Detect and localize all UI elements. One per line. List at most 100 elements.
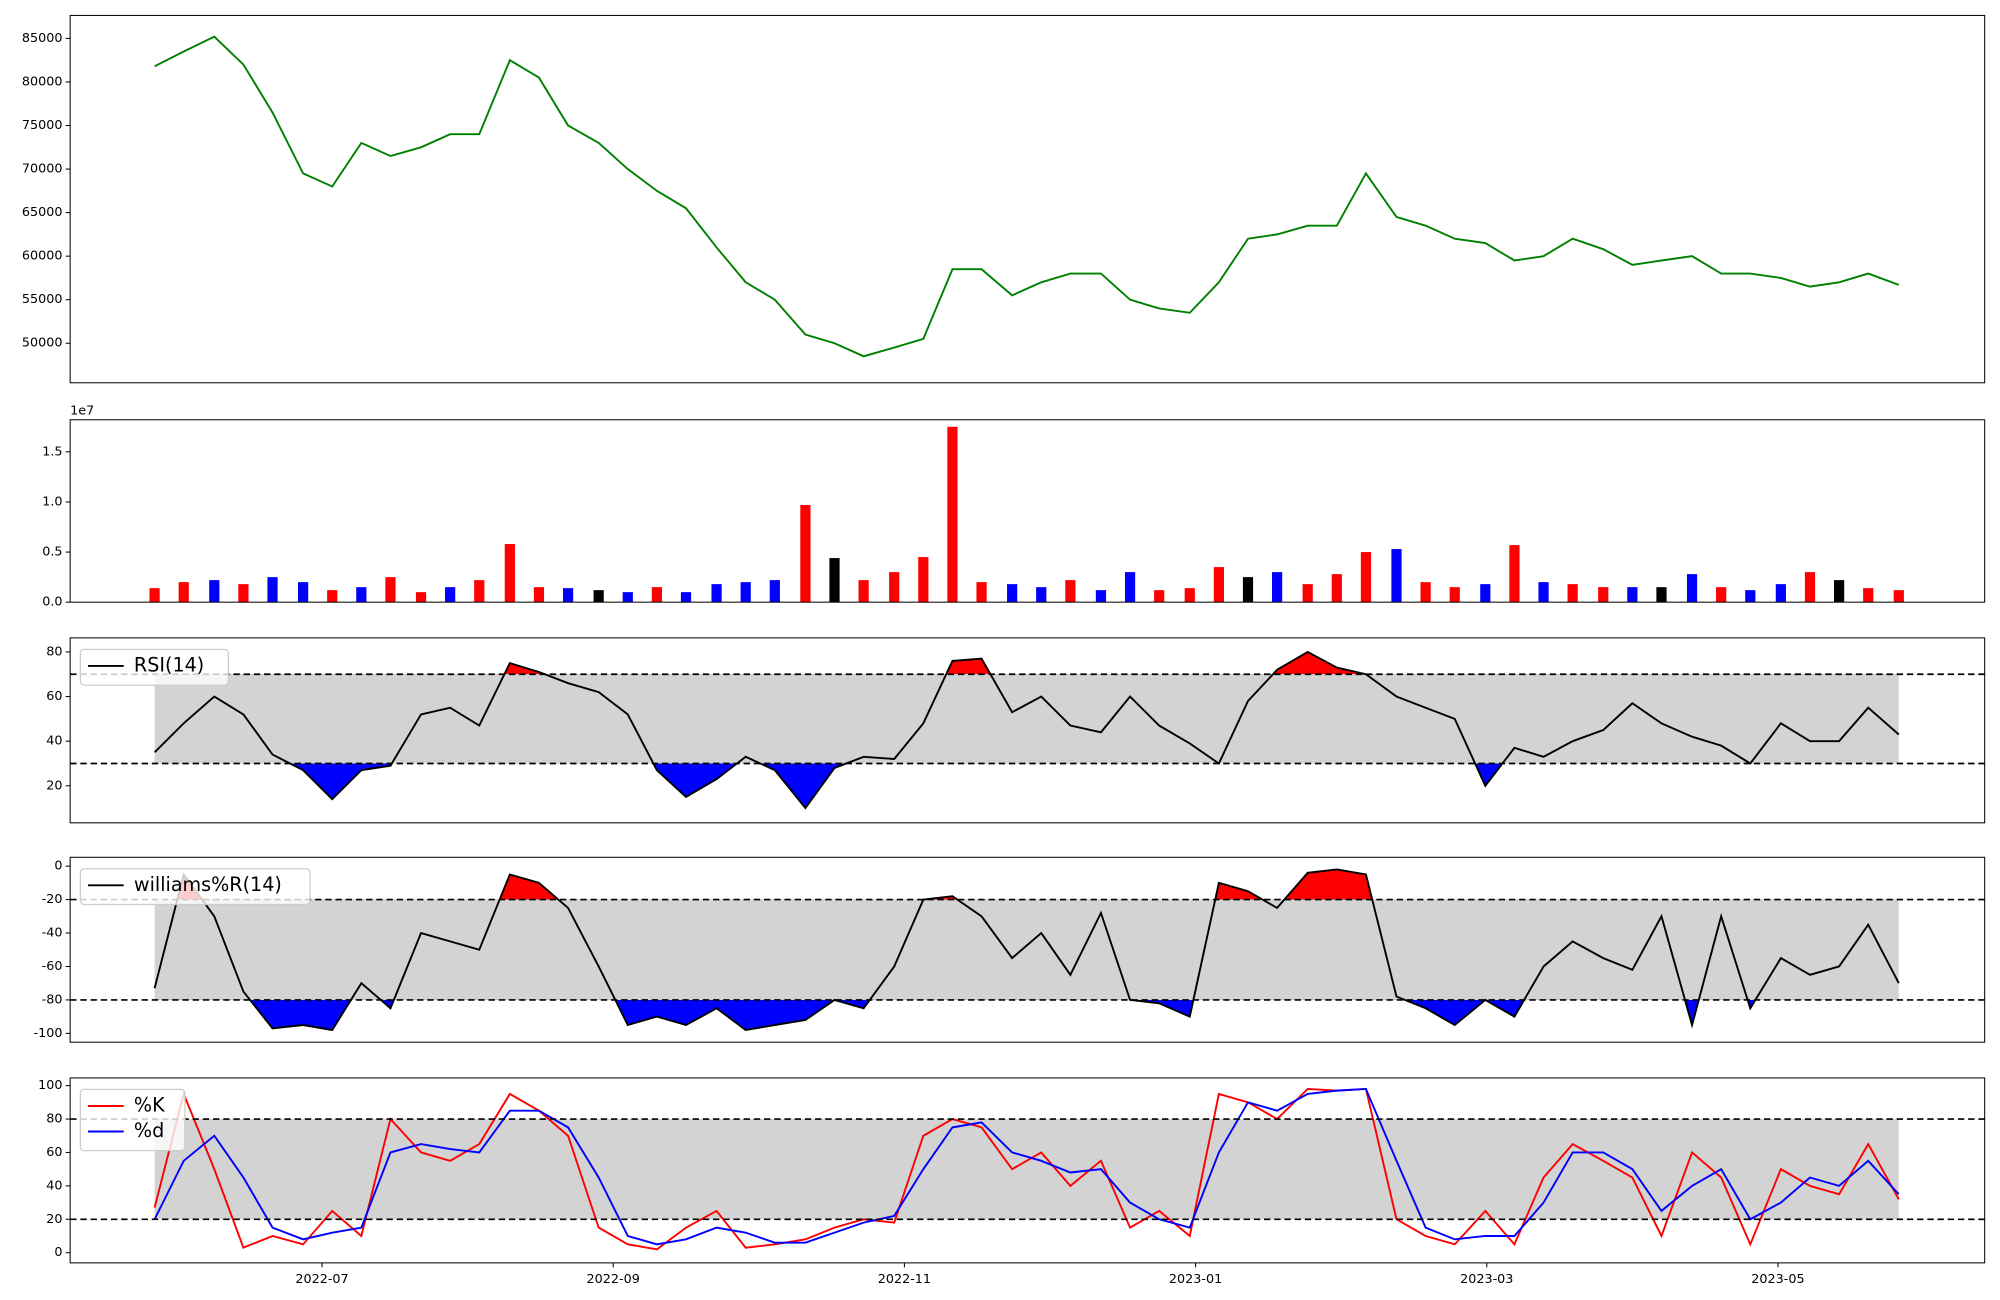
volume-bar — [178, 582, 189, 603]
volume-bar — [1627, 587, 1638, 603]
volume-bar — [1124, 572, 1136, 603]
y-tick-label: -100 — [34, 1026, 63, 1041]
y-tick-label: 60 — [46, 689, 62, 704]
volume-bar — [829, 558, 840, 603]
volume-bar — [1302, 584, 1313, 603]
y-tick-label: 70000 — [22, 162, 63, 177]
y-tick-label: 40 — [46, 734, 62, 749]
volume-bar — [769, 580, 780, 603]
series-line — [153, 1087, 1900, 1246]
volume-bar — [1154, 590, 1165, 603]
y-tick-label: 1.0 — [42, 494, 62, 509]
volume-bar — [1745, 590, 1756, 603]
y-tick-label: -40 — [42, 926, 63, 941]
volume-bar — [947, 426, 958, 603]
volume-bar — [1716, 587, 1727, 603]
axes-frame — [69, 856, 1986, 1043]
y-tick-label: 0 — [54, 859, 62, 874]
volume-bar — [1509, 545, 1520, 603]
axes-frame — [69, 419, 1986, 603]
legend-box — [79, 648, 229, 686]
y-tick-label: 65000 — [22, 205, 63, 220]
volume-bar — [593, 590, 604, 603]
series-line — [153, 868, 1900, 1032]
neutral-band — [154, 1119, 1899, 1220]
legend-label: %d — [134, 1119, 164, 1142]
volume-bar — [1893, 590, 1904, 603]
offset-label: 1e7 — [70, 403, 94, 418]
series-line — [153, 650, 1900, 810]
volume-bar — [651, 587, 662, 603]
series-line — [153, 1087, 1900, 1251]
x-tick-label: 2023-03 — [1460, 1272, 1513, 1287]
oversold-fill — [154, 999, 1899, 1031]
volume-bar — [740, 582, 751, 603]
x-tick-label: 2023-05 — [1751, 1272, 1804, 1287]
volume-bar — [711, 584, 722, 603]
y-tick-label: 0 — [54, 1245, 62, 1260]
volume-bar — [474, 580, 485, 603]
volume-bar — [918, 557, 929, 603]
y-tick-label: 80000 — [22, 74, 63, 89]
volume-bar — [297, 582, 309, 603]
y-tick-label: 55000 — [22, 292, 63, 307]
volume-bar — [209, 580, 220, 603]
volume-bar — [680, 592, 692, 603]
y-tick-label: 75000 — [22, 118, 63, 133]
volume-bar — [267, 577, 278, 603]
x-tick-label: 2022-07 — [295, 1272, 348, 1287]
volume-bar — [1656, 587, 1667, 603]
axes-frame — [69, 14, 1986, 384]
volume-bar — [238, 584, 249, 603]
volume-bar — [1331, 574, 1342, 603]
volume-bar — [1538, 582, 1549, 603]
series-line — [154, 35, 1900, 358]
y-tick-label: -80 — [42, 992, 63, 1007]
volume-bar — [385, 577, 396, 603]
volume-bar — [976, 582, 987, 603]
volume-bar — [1213, 567, 1224, 603]
y-tick-label: 100 — [38, 1078, 62, 1093]
volume-bar — [149, 588, 160, 603]
volume-bar — [327, 590, 338, 603]
volume-bar — [1184, 588, 1195, 603]
volume-bar — [1036, 587, 1047, 603]
y-tick-label: 60000 — [22, 249, 63, 264]
volume-bar — [622, 592, 633, 603]
volume-bar — [1007, 584, 1018, 603]
x-tick-label: 2022-09 — [587, 1272, 640, 1287]
y-tick-label: 85000 — [22, 31, 63, 46]
volume-bar — [1391, 549, 1402, 603]
legend-box — [79, 868, 311, 906]
y-tick-label: 20 — [46, 778, 62, 793]
volume-bar — [1686, 574, 1698, 603]
volume-bar — [858, 580, 869, 603]
y-tick-label: 0.5 — [42, 545, 62, 560]
y-tick-label: 80 — [46, 644, 62, 659]
volume-bar — [445, 587, 456, 603]
x-tick-label: 2023-01 — [1169, 1272, 1222, 1287]
neutral-band — [154, 899, 1899, 1000]
y-tick-label: 50000 — [22, 336, 63, 351]
volume-bar — [1863, 588, 1874, 603]
volume-bar — [356, 587, 367, 603]
volume-bar — [1598, 587, 1609, 603]
axes-frame — [69, 637, 1986, 824]
volume-bar — [533, 587, 545, 603]
volume-bar — [415, 592, 427, 603]
volume-bar — [1360, 552, 1372, 603]
volume-bar — [1804, 572, 1816, 603]
x-tick-label: 2022-11 — [878, 1272, 931, 1287]
volume-bar — [800, 504, 811, 603]
volume-bar — [1272, 572, 1283, 603]
volume-bar — [1480, 584, 1491, 603]
volume-bar — [562, 588, 574, 603]
y-tick-label: 20 — [46, 1212, 62, 1227]
legend-label: %K — [134, 1093, 165, 1116]
y-tick-label: 80 — [46, 1112, 62, 1127]
y-tick-label: 40 — [46, 1178, 62, 1193]
legend-label: RSI(14) — [134, 653, 204, 676]
volume-bar — [1833, 580, 1845, 603]
volume-bar — [1095, 590, 1107, 603]
